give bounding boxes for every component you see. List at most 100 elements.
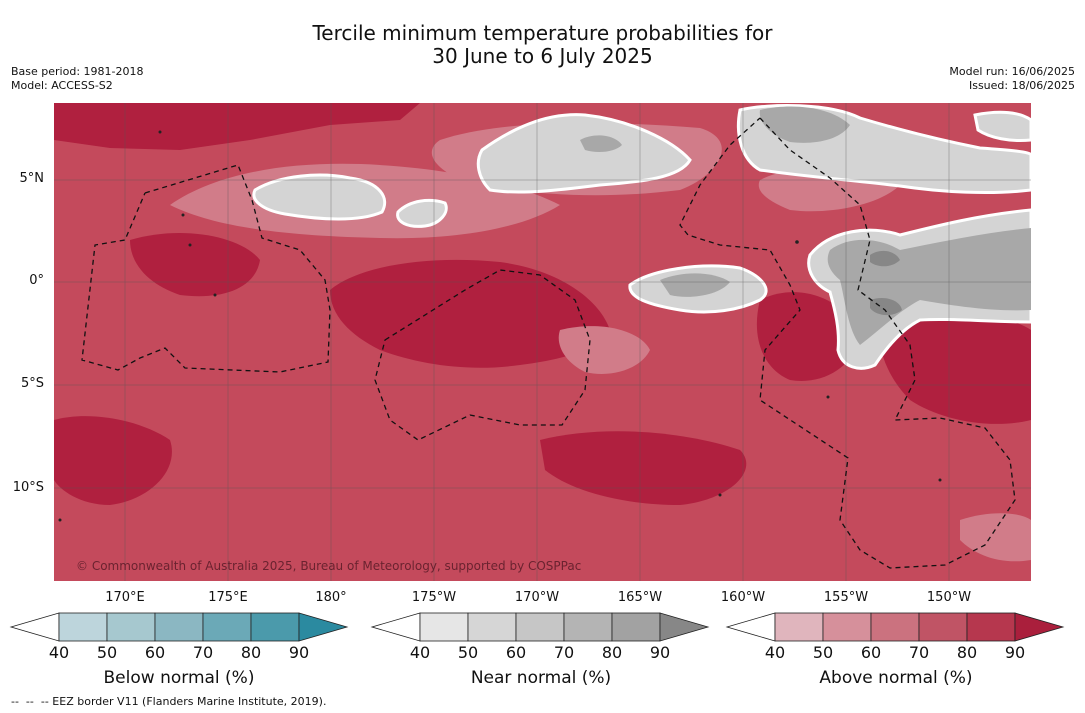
above-tick: 70 <box>908 643 930 662</box>
model-run-text: Model run: 16/06/2025 <box>949 65 1075 78</box>
map-title: Tercile minimum temperature probabilitie… <box>0 22 1085 68</box>
lon-label-175w: 175°W <box>411 590 457 605</box>
near-tick: 90 <box>649 643 671 662</box>
below-tick: 80 <box>240 643 262 662</box>
island <box>213 293 217 297</box>
eez-border-line-islands <box>679 117 1016 569</box>
island <box>58 518 62 522</box>
below-tick: 70 <box>192 643 214 662</box>
near-tick: 70 <box>553 643 575 662</box>
island <box>158 130 162 134</box>
colorbar-segment <box>611 612 661 642</box>
below-tick: 90 <box>288 643 310 662</box>
island <box>181 213 185 217</box>
gridlines <box>54 103 1031 581</box>
colorbar-left-extension <box>370 612 421 642</box>
colorbar-right-extension <box>659 612 710 642</box>
above-tick: 80 <box>956 643 978 662</box>
eez-borders <box>81 117 1016 569</box>
above-band-central <box>558 326 650 374</box>
lon-label-160w: 160°W <box>720 590 766 605</box>
near-region-east-island <box>973 110 1031 142</box>
lon-label-150w: 150°W <box>926 590 972 605</box>
colorbar-above <box>725 612 1065 642</box>
lat-label-0: 0° <box>29 273 44 288</box>
near-normal-darkest-regions <box>870 250 902 316</box>
above-tick: 90 <box>1004 643 1026 662</box>
colorbar-segment <box>966 612 1016 642</box>
lon-label-165w: 165°W <box>617 590 663 605</box>
above-90-region-central <box>330 259 610 368</box>
near-darkest-region-east <box>870 250 900 267</box>
colorbar-segment <box>154 612 204 642</box>
colorbar-below <box>9 612 349 642</box>
base-period-text: Base period: 1981-2018 <box>11 65 144 78</box>
above-90-regions <box>54 103 1031 505</box>
island <box>795 240 799 244</box>
lon-label-155w: 155°W <box>823 590 869 605</box>
above-tick: 40 <box>764 643 786 662</box>
colorbar-segment <box>870 612 920 642</box>
below-tick: 50 <box>96 643 118 662</box>
colorbar-segment <box>918 612 968 642</box>
near-tick: 40 <box>409 643 431 662</box>
colorbar-right-extension <box>1014 612 1065 642</box>
colorbar-segment <box>419 612 469 642</box>
below-tick: 60 <box>144 643 166 662</box>
below-normal-label: Below normal (%) <box>103 668 255 688</box>
lon-label-175e: 175°E <box>208 590 248 605</box>
meta-right: Model run: 16/06/2025 Issued: 18/06/2025 <box>949 65 1075 93</box>
colorbar-left-extension <box>9 612 60 642</box>
copyright-text: © Commonwealth of Australia 2025, Bureau… <box>76 559 582 573</box>
colorbar-segment <box>774 612 824 642</box>
lon-label-180: 180° <box>315 590 347 605</box>
colorbar-segment <box>563 612 613 642</box>
lat-label-5n: 5°N <box>19 171 45 186</box>
colorbar-segment <box>822 612 872 642</box>
title-line-1: Tercile minimum temperature probabilitie… <box>312 21 773 45</box>
lat-label-10s: 10°S <box>12 480 44 495</box>
above-tick: 50 <box>812 643 834 662</box>
above-90-region-north-west <box>54 103 420 150</box>
model-text: Model: ACCESS-S2 <box>11 79 113 92</box>
below-tick: 40 <box>48 643 70 662</box>
near-region-north-west <box>252 173 387 221</box>
meta-left: Base period: 1981-2018 Model: ACCESS-S2 <box>11 65 143 93</box>
colorbar-near <box>370 612 710 642</box>
title-line-2: 30 June to 6 July 2025 <box>432 44 653 68</box>
above-tick: 60 <box>860 643 882 662</box>
near-tick: 80 <box>601 643 623 662</box>
colorbar-left-extension <box>725 612 776 642</box>
near-dark-region-north <box>580 135 622 153</box>
eez-footnote: -- -- -- EEZ border V11 (Flanders Marine… <box>11 695 327 708</box>
lon-label-170w: 170°W <box>514 590 560 605</box>
above-normal-label: Above normal (%) <box>819 668 973 688</box>
small-islands <box>58 130 942 522</box>
issued-text: Issued: 18/06/2025 <box>968 79 1075 92</box>
island <box>938 478 942 482</box>
lon-label-170e: 170°E <box>105 590 145 605</box>
colorbar-segment <box>58 612 108 642</box>
above-90-region-south-west <box>54 416 172 505</box>
island <box>188 243 192 247</box>
near-tick: 50 <box>457 643 479 662</box>
map-layer <box>54 103 1031 581</box>
above-90-region-south-east <box>879 311 1031 424</box>
colorbar-segment <box>202 612 252 642</box>
near-darkest-region-south-east <box>870 298 902 316</box>
colorbar-segment <box>467 612 517 642</box>
near-dark-region-north-east <box>759 106 850 143</box>
island <box>826 395 830 399</box>
colorbar-segment <box>515 612 565 642</box>
colorbar-segment <box>250 612 300 642</box>
near-tick: 60 <box>505 643 527 662</box>
near-region-north-central <box>476 113 692 194</box>
near-dark-region-central <box>660 273 730 297</box>
colorbar-right-extension <box>298 612 349 642</box>
near-normal-label: Near normal (%) <box>470 668 612 688</box>
colorbar-segment <box>106 612 156 642</box>
above-90-region-west <box>130 232 260 297</box>
above-90-region-south <box>540 431 747 505</box>
lat-label-5s: 5°S <box>20 376 44 391</box>
